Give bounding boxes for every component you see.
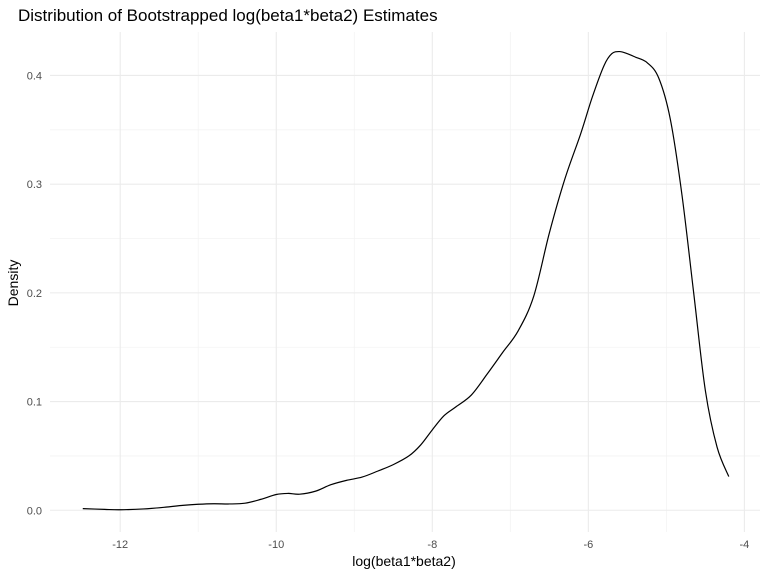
x-axis-ticks: -12 -10 -8 -6 -4: [112, 539, 749, 551]
y-tick-label: 0.0: [27, 505, 42, 517]
y-tick-label: 0.2: [27, 288, 42, 300]
grid-lines: [50, 32, 760, 532]
x-tick-label: -10: [268, 539, 284, 551]
x-tick-label: -4: [740, 539, 750, 551]
x-tick-label: -6: [583, 539, 593, 551]
y-tick-label: 0.4: [27, 70, 42, 82]
chart-title: Distribution of Bootstrapped log(beta1*b…: [18, 6, 438, 25]
y-tick-label: 0.3: [27, 179, 42, 191]
x-axis-title: log(beta1*beta2): [352, 553, 456, 569]
x-tick-label: -12: [112, 539, 128, 551]
density-curve: [82, 50, 730, 511]
x-tick-label: -8: [427, 539, 437, 551]
y-tick-label: 0.1: [27, 397, 42, 409]
y-axis-title: Density: [5, 260, 21, 307]
y-axis-ticks: 0.0 0.1 0.2 0.3 0.4: [27, 70, 42, 517]
